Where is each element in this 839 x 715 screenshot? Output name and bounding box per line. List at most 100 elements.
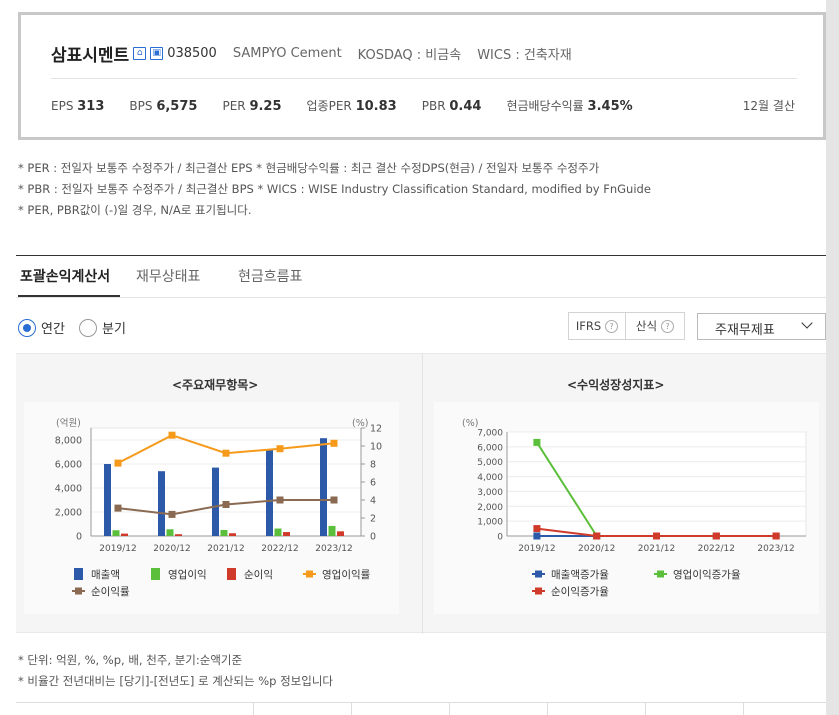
y-right-tick-label: 0 [370,532,376,543]
point-매출액증가율 [533,532,541,540]
x-tick-label: 2021/12 [638,544,675,554]
legend-swatch-매출액 [74,568,83,580]
tab-income-statement[interactable]: 포괄손익계산서 [20,269,111,285]
column-divider [449,703,450,715]
bar-순이익 [121,533,128,536]
legend-label-순이익: 순이익 [244,569,273,581]
stock-code: 038500 [167,46,217,61]
point-순이익률 [330,496,338,504]
legend-label-매출액증가율: 매출액증가율 [551,569,609,581]
y-tick-label: 3,000 [477,488,503,498]
point-영업이익증가율 [533,438,541,446]
y-tick-label: 6,000 [477,443,503,453]
point-영업이익률 [330,439,338,447]
x-tick-label: 2022/12 [261,544,298,554]
main-financials-chart: (억원) (%) 0 2,000 4,000 6,000 8,000 0 2 4 6 8 10 12 201… [24,402,399,614]
y-left-unit-label: (억원) [56,417,81,429]
y-left-tick-label: 0 [76,532,82,543]
metric-industry-per: 업종PER 10.83 [306,99,397,114]
point-영업이익률 [276,445,284,453]
point-순이익률 [114,504,122,512]
market-info: KOSDAQ : 비금속 [357,48,462,63]
statement-tabs: 포괄손익계산서 재무상태표 현금흐름표 [16,256,826,298]
active-tab-indicator [18,295,120,297]
home-icon[interactable]: ⌂ [133,47,147,60]
radio-quarter-label: 분기 [102,322,126,337]
english-name: SAMPYO Cement [232,46,342,61]
legend-swatch-순이익 [227,568,236,580]
point-영업이익률 [114,459,122,467]
legend-label-영업이익: 영업이익 [168,568,207,581]
x-tick-label: 2022/12 [698,544,735,554]
unit-notes: * 단위: 억원, %, %p, 배, 천주, 분기:순액기준 * 비율간 전년… [18,650,333,692]
statement-type-select[interactable]: 주재무제표 [697,313,826,340]
column-divider [645,703,646,715]
metric-bps: BPS 6,575 [129,99,198,114]
note-line: * 비율간 전년대비는 [당기]-[전년도] 로 계산되는 %p 정보입니다 [18,674,333,688]
y-left-tick-label: 2,000 [55,508,82,519]
radio-quarter[interactable]: 분기 [79,318,126,337]
x-tick-label: 2021/12 [207,544,244,554]
y-tick-label: 2,000 [477,503,503,513]
bar-영업이익 [328,525,336,536]
wics-info: WICS : 건축자재 [477,48,572,63]
column-divider [253,703,254,715]
y-tick-label: 5,000 [477,458,503,468]
key-metrics: EPS 313 BPS 6,575 PER 9.25 업종PER 10.83 P… [51,97,658,114]
legend-swatch-영업이익률 [306,570,313,578]
header-divider [51,78,797,79]
point-순이익증가율 [593,532,601,540]
y-tick-label: 1,000 [477,518,503,528]
y-right-unit-label: (%) [352,418,368,429]
metric-eps: EPS 313 [51,99,105,114]
chevron-down-icon [801,317,813,329]
legend-label-영업이익증가율: 영업이익증가율 [673,568,741,581]
bar-순이익 [175,534,182,536]
help-icon[interactable]: ? [605,319,619,333]
radio-annual[interactable]: 연간 [18,318,65,337]
y-right-tick-label: 8 [370,460,376,471]
tab-cash-flow[interactable]: 현금흐름표 [238,269,303,285]
company-summary: 삼표시멘트 ⌂ ▣ 038500 SAMPYO Cement KOSDAQ : … [51,41,572,66]
point-순이익증가율 [653,532,660,540]
view-controls: 연간 분기 IFRS ? 산식 ? 주재무제표 [16,312,826,344]
bar-영업이익 [166,529,174,536]
legend-swatch-순이익증가율 [535,587,542,595]
bar-영업이익 [274,528,282,536]
note-line: * PER, PBR값이 (-)일 경우, N/A로 표기됩니다. [18,203,252,217]
y-tick-label: 0 [497,533,503,543]
note-line: * PER : 전일자 보통주 수정주가 / 최근결산 EPS * 현금배당수익… [18,161,600,175]
info-icon[interactable]: ▣ [150,47,164,60]
ifrs-button[interactable]: IFRS ? [568,312,626,340]
bar-영업이익 [112,530,120,536]
legend-label-순이익증가율: 순이익증가율 [551,586,609,598]
charts-area: <주요재무항목> (억원) (%) 0 2,000 4,000 6,000 8,000 0 2 4… [16,353,826,634]
bar-매출액 [158,471,165,536]
ifrs-label: IFRS [575,319,602,333]
x-tick-label: 2020/12 [578,544,615,554]
y-right-tick-label: 12 [370,424,382,435]
bar-영업이익 [220,530,228,536]
column-divider [743,703,744,715]
bar-순이익 [283,532,290,536]
tabs-top-border [16,255,826,256]
point-순이익증가율 [772,532,780,540]
point-순이익률 [222,501,230,508]
formula-button[interactable]: 산식 ? [625,312,685,340]
plot-area [506,431,807,537]
growth-chart: (%) 0 1,000 2,000 3,000 4,000 5,000 6,000 7,000 2… [434,402,819,614]
legend-label-매출액: 매출액 [91,569,120,581]
y-left-tick-label: 4,000 [55,484,82,495]
point-영업이익률 [168,431,176,439]
legend-label-영업이익률: 영업이익률 [322,568,371,581]
bar-매출액 [320,438,327,536]
tab-balance-sheet[interactable]: 재무상태표 [136,269,201,285]
point-순이익증가율 [533,525,541,533]
bar-매출액 [212,467,219,536]
bar-매출액 [104,464,111,536]
y-right-tick-label: 2 [370,514,376,525]
point-순이익률 [276,496,284,504]
y-right-tick-label: 6 [370,478,376,489]
help-icon[interactable]: ? [661,319,675,333]
